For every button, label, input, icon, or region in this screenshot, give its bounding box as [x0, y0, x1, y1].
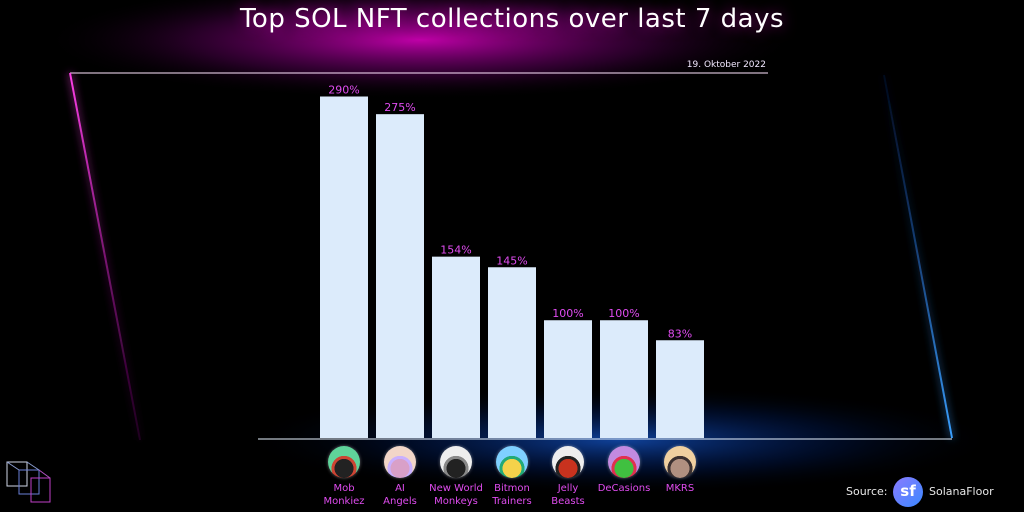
bar-value-label: 290% — [328, 84, 359, 97]
category-label-line: DeCasions — [597, 483, 651, 494]
category-label-line: Jelly — [557, 483, 579, 494]
bar-value-label: 154% — [440, 244, 471, 257]
category-label-line: Mob — [333, 483, 355, 494]
bars-group: 290% 275% 154% 145% 100% 100% 83% — [320, 84, 704, 439]
category-label: Jelly Beasts — [528, 482, 608, 508]
bar-mkrs — [656, 340, 704, 438]
avatar-bitmon-trainers — [496, 446, 528, 478]
category-label: DeCasions — [584, 482, 664, 495]
frame-left-edge — [69, 72, 141, 441]
bar-value-label: 145% — [496, 254, 527, 267]
bar-value-label: 100% — [608, 307, 639, 320]
bar-bitmon-trainers — [488, 267, 536, 438]
bar-value-label: 100% — [552, 307, 583, 320]
chart-title: Top SOL NFT collections over last 7 days — [239, 4, 785, 34]
category-label: MKRS — [640, 482, 720, 495]
category-label: New World Monkeys — [416, 482, 496, 508]
avatar-ai-angels — [384, 446, 416, 478]
category-label-line: AI — [395, 483, 405, 494]
solanafloor-logo-icon: sf — [893, 477, 923, 507]
category-label-line: MKRS — [665, 483, 695, 494]
category-label: Bitmon Trainers — [472, 482, 552, 508]
bar-decasions — [600, 320, 648, 438]
bar-value-label: 83% — [668, 327, 692, 340]
top-glow — [40, 0, 800, 100]
avatar-new-world-monkeys — [440, 446, 472, 478]
bar-mob-monkiez — [320, 96, 368, 438]
category-label-line: New World — [429, 483, 483, 494]
source-name: SolanaFloor — [929, 485, 994, 498]
chart-date: 19. Oktober 2022 — [686, 60, 766, 70]
bar-value-label: 275% — [384, 101, 415, 114]
avatar-jelly-beasts — [552, 446, 584, 478]
source-label: Source: — [846, 485, 888, 498]
avatar-decasions — [608, 446, 640, 478]
category-label-line: Beasts — [551, 496, 585, 507]
category-label: Mob Monkiez — [304, 482, 384, 508]
category-label-line: Monkeys — [434, 496, 478, 507]
category-label-line: Monkiez — [323, 496, 365, 507]
bar-jelly-beasts — [544, 320, 592, 438]
avatar-mkrs — [664, 446, 696, 478]
category-label-line: Trainers — [492, 496, 532, 507]
bar-ai-angels — [376, 114, 424, 439]
frame-right-edge — [883, 74, 953, 439]
category-label-line: Bitmon — [494, 483, 530, 494]
avatar-mob-monkiez — [328, 446, 360, 478]
bar-new-world-monkeys — [432, 256, 480, 438]
category-label-line: Angels — [383, 496, 417, 507]
cube-logo-icon — [6, 461, 51, 503]
category-label: AI Angels — [360, 482, 440, 508]
